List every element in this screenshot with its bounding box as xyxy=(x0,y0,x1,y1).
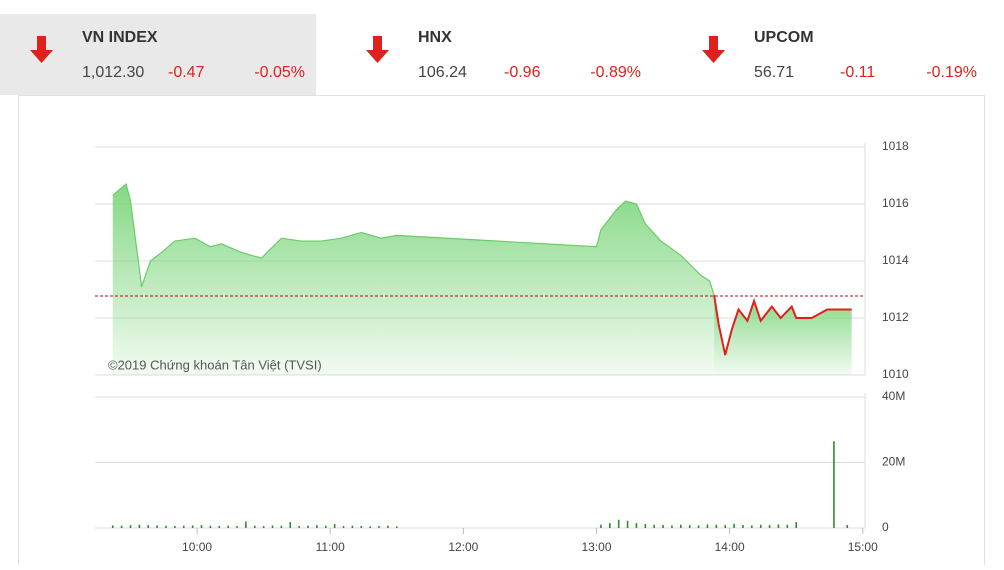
down-arrow[interactable] xyxy=(702,36,725,63)
price-line xyxy=(713,295,852,356)
x-tick-label: 10:00 xyxy=(182,540,212,554)
x-tick-label: 11:00 xyxy=(316,540,345,554)
x-tick-label: 15:00 xyxy=(848,540,878,554)
x-tick-label: 14:00 xyxy=(715,540,745,554)
index-percent: -0.89% xyxy=(590,64,641,81)
index-value: 106.24 xyxy=(418,64,467,81)
index-percent: -0.05% xyxy=(254,64,305,81)
index-name[interactable]: VN INDEX xyxy=(82,29,158,46)
y-tick-label: 1014 xyxy=(882,253,909,267)
x-tick-label: 12:00 xyxy=(448,540,478,554)
y-tick-label: 1018 xyxy=(882,139,909,153)
down-arrow[interactable] xyxy=(366,36,389,63)
y-tick-label: 1012 xyxy=(882,310,909,324)
active-tab[interactable] xyxy=(0,14,316,95)
y-tick-label: 0 xyxy=(882,520,889,534)
index-value: 1,012.30 xyxy=(82,64,144,81)
price-line xyxy=(112,182,715,296)
index-name[interactable]: UPCOM xyxy=(754,29,814,46)
area-fill xyxy=(112,184,715,375)
watermark: ©2019 Chứng khoán Tân Việt (TVSI) xyxy=(108,357,322,372)
index-change: -0.47 xyxy=(168,64,205,81)
index-change: -0.96 xyxy=(504,64,541,81)
y-tick-label: 1016 xyxy=(882,196,909,210)
y-tick-label: 20M xyxy=(882,455,905,469)
index-percent: -0.19% xyxy=(926,64,977,81)
index-value: 56.71 xyxy=(754,64,794,81)
y-tick-label: 1010 xyxy=(882,367,909,381)
panel xyxy=(18,95,985,570)
x-tick-label: 13:00 xyxy=(581,540,611,554)
index-change: -0.11 xyxy=(840,64,875,81)
down-arrow[interactable] xyxy=(30,36,53,63)
index-name[interactable]: HNX xyxy=(418,29,452,46)
y-tick-label: 40M xyxy=(882,389,905,403)
area-fill xyxy=(714,295,852,375)
